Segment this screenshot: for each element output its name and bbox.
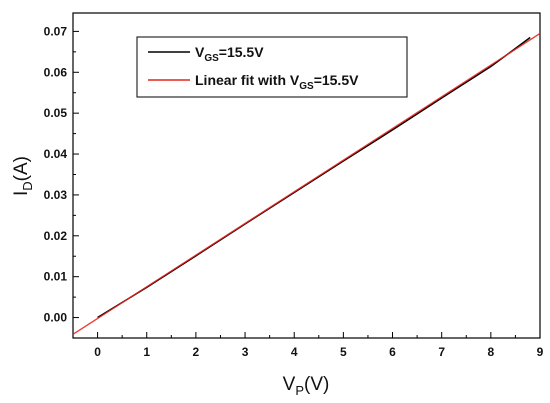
y-tick-label: 0.07 <box>44 24 68 38</box>
legend: VGS=15.5V Linear fit with VGS=15.5V <box>136 36 408 98</box>
y-tick-label: 0.02 <box>44 229 68 243</box>
y-axis-ticks: 0.00 0.01 0.02 0.03 0.04 0.05 0.06 0.07 <box>44 24 79 325</box>
x-tick-label: 6 <box>389 345 396 359</box>
y-tick-label: 0.04 <box>44 147 68 161</box>
legend-label-measured: VGS=15.5V <box>195 44 264 64</box>
y-tick-label: 0.01 <box>44 270 68 284</box>
x-axis-ticks: 0 1 2 3 4 5 6 7 8 9 <box>72 332 544 359</box>
y-tick-label: 0.00 <box>44 311 68 325</box>
plot-frame <box>72 12 541 339</box>
legend-box <box>136 36 408 98</box>
series-line-fit <box>73 32 540 335</box>
y-tick-label: 0.05 <box>44 106 68 120</box>
y-tick-label: 0.03 <box>44 188 68 202</box>
x-tick-label: 9 <box>537 345 544 359</box>
x-tick-label: 1 <box>143 345 150 359</box>
x-tick-label: 0 <box>94 345 101 359</box>
x-tick-label: 7 <box>438 345 445 359</box>
x-tick-label: 5 <box>340 345 347 359</box>
x-tick-label: 2 <box>193 345 200 359</box>
series-layer <box>73 32 540 335</box>
x-tick-label: 4 <box>291 345 298 359</box>
x-tick-label: 8 <box>487 345 494 359</box>
y-tick-label: 0.06 <box>44 65 68 79</box>
y-axis-title: ID(A) <box>11 156 35 196</box>
x-axis-title: VP(V) <box>283 374 330 398</box>
x-tick-label: 3 <box>242 345 249 359</box>
legend-label-fit: Linear fit with VGS=15.5V <box>195 72 359 92</box>
